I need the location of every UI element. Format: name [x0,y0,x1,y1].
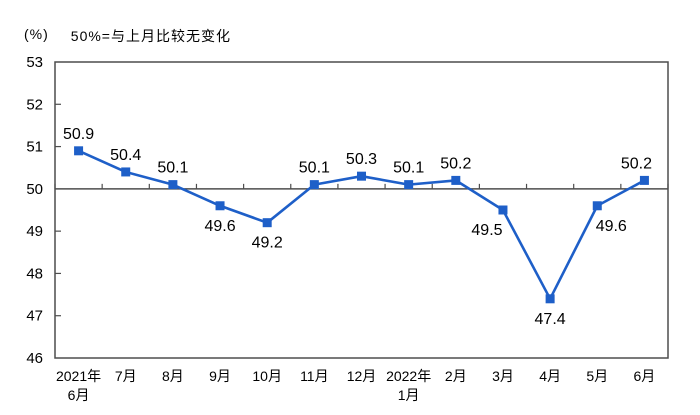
x-axis-label: 11月 [300,368,329,384]
data-point-label: 49.6 [596,218,627,235]
data-point-label: 49.5 [471,222,502,239]
y-axis-label: 47 [26,308,43,325]
data-point-label: 50.4 [110,147,141,164]
y-axis-label: 46 [26,350,43,367]
y-axis-label: 53 [26,54,43,71]
data-point-marker [404,180,414,190]
data-point-marker [309,180,319,190]
data-point-label: 50.2 [621,155,652,172]
data-point-label: 49.6 [204,218,235,235]
data-point-label: 50.1 [157,160,188,177]
data-point-marker [262,218,272,228]
x-axis-label: 7月 [115,368,137,384]
x-axis-label: 5月 [586,368,608,384]
data-point-marker [215,201,225,211]
data-point-label: 47.4 [535,311,566,328]
x-axis-label: 2月 [445,368,467,384]
y-axis-label: 49 [26,223,43,240]
y-axis-unit-label: (%) [24,26,49,42]
data-point-label: 50.1 [299,160,330,177]
data-point-marker [592,201,602,211]
x-axis-label: 2022年 [386,368,431,384]
data-point-marker [357,171,366,181]
data-point-marker [545,294,555,304]
data-point-marker [639,175,649,185]
data-point-marker [121,167,131,177]
x-axis-label: 1月 [398,387,420,403]
data-point-marker [168,180,178,190]
x-axis-label: 2021年 [56,368,101,384]
y-axis-label: 52 [26,96,43,113]
x-axis-label: 6月 [68,387,90,403]
x-axis-label: 9月 [209,368,231,384]
x-axis-label: 12月 [347,368,377,384]
chart-header: (%) 50%=与上月比较无变化 [24,26,231,46]
x-axis-label: 10月 [252,368,282,384]
y-axis-label: 50 [26,181,43,198]
data-point-label: 50.9 [63,126,94,143]
data-point-label: 49.2 [252,235,283,252]
y-axis-label: 51 [26,139,43,156]
x-axis-label: 6月 [634,368,656,384]
data-point-marker [74,146,84,156]
data-point-marker [451,175,461,185]
data-point-label: 50.3 [346,151,377,168]
data-point-marker [498,205,508,215]
y-axis-label: 48 [26,265,43,282]
x-axis-label: 8月 [162,368,184,384]
data-point-label: 50.1 [393,160,424,177]
x-axis-label: 3月 [492,368,514,384]
data-point-label: 50.2 [440,155,471,172]
plot-border [54,61,669,359]
x-axis-label: 4月 [539,368,561,384]
chart-subtitle: 50%=与上月比较无变化 [70,28,231,44]
